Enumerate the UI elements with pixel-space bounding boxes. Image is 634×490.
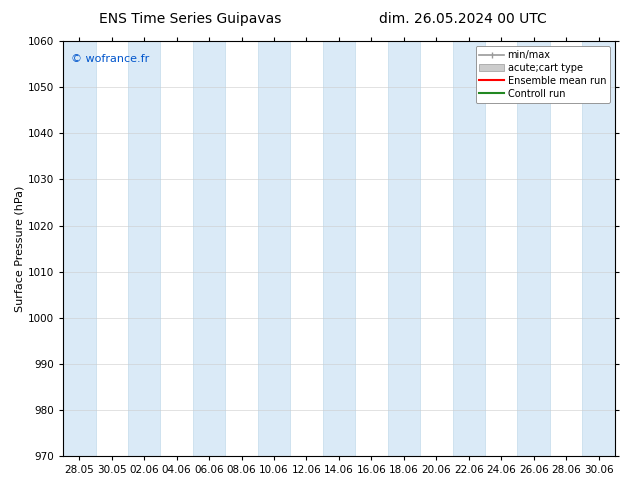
Bar	[323, 41, 355, 456]
Y-axis label: Surface Pressure (hPa): Surface Pressure (hPa)	[15, 185, 25, 312]
Legend: min/max, acute;cart type, Ensemble mean run, Controll run: min/max, acute;cart type, Ensemble mean …	[476, 46, 610, 102]
Bar	[63, 41, 96, 456]
Bar	[128, 41, 160, 456]
Text: ENS Time Series Guipavas: ENS Time Series Guipavas	[99, 12, 281, 26]
Bar	[193, 41, 225, 456]
Bar	[387, 41, 420, 456]
Bar	[258, 41, 290, 456]
Bar	[517, 41, 550, 456]
Bar	[453, 41, 485, 456]
Bar	[583, 41, 615, 456]
Text: dim. 26.05.2024 00 UTC: dim. 26.05.2024 00 UTC	[379, 12, 547, 26]
Text: © wofrance.fr: © wofrance.fr	[72, 54, 150, 64]
